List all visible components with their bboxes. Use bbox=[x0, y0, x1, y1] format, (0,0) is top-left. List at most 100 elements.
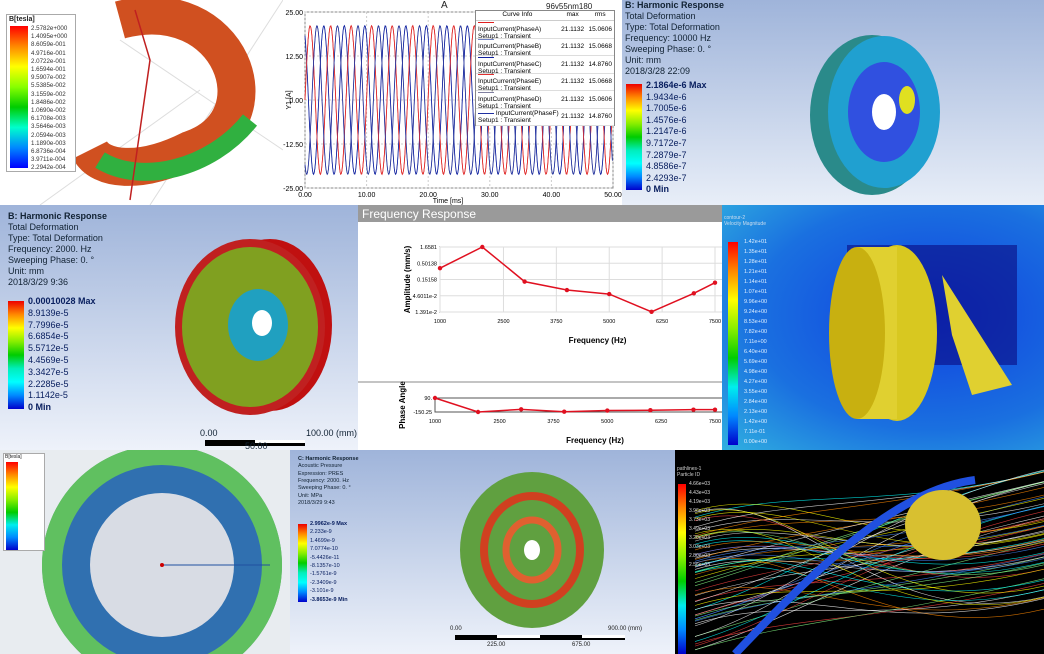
curve-rms: 15.0606 bbox=[586, 96, 614, 103]
legend-value: 1.2147e-6 bbox=[646, 126, 687, 136]
result-info-line: Total Deformation bbox=[8, 222, 79, 233]
x-tick-label: 10.00 bbox=[358, 192, 376, 199]
result-info-line: Type: Total Deformation bbox=[625, 22, 720, 33]
legend-value: 9.24e+00 bbox=[744, 309, 767, 315]
legend-value: 7.82e+00 bbox=[744, 329, 767, 335]
curve-swatch bbox=[478, 39, 494, 40]
x-tick-label: 1000 bbox=[434, 319, 446, 325]
data-point bbox=[480, 245, 484, 249]
legend-title: B[tesla] bbox=[9, 16, 35, 23]
x-axis-label: Frequency (Hz) bbox=[566, 436, 624, 445]
pathline bbox=[695, 470, 1044, 626]
legend-color-bar bbox=[298, 524, 307, 602]
x-tick-label: 6250 bbox=[656, 319, 668, 325]
pathline bbox=[695, 482, 1044, 586]
flux-legend: B[tesla] 2.5782e+000 1.4095e+000 8.6059e-0… bbox=[6, 14, 76, 172]
header-rms: rms bbox=[586, 11, 614, 20]
x-tick-label: 40.00 bbox=[543, 192, 561, 199]
scale-end: 100.00 (mm) bbox=[306, 428, 357, 438]
velocity-contour-panel: contour-2 Velocity Magnitude 1.42e+01 1.3… bbox=[722, 205, 1044, 450]
legend-value: 2.0722e-001 bbox=[31, 58, 66, 65]
curve-name: InputCurrent(PhaseC) bbox=[478, 61, 542, 68]
pathline bbox=[695, 519, 1044, 650]
data-point bbox=[649, 310, 653, 314]
y-tick-label: -12.50 bbox=[283, 142, 303, 149]
result-info-line: 2018/3/29 9:43 bbox=[298, 500, 335, 507]
curve-max: 21.1132 bbox=[559, 113, 587, 120]
x-tick-label: 7500 bbox=[709, 419, 721, 425]
curve-row[interactable]: InputCurrent(PhaseD) Setup1 : Transient 21… bbox=[476, 91, 614, 109]
legend-value: 2.80e+03 bbox=[689, 553, 710, 559]
legend-value: 2.0594e-003 bbox=[31, 132, 66, 139]
legend-value: 2.5782e+000 bbox=[31, 25, 67, 32]
legend-color-bar bbox=[678, 484, 686, 654]
curve-name: InputCurrent(PhaseF) bbox=[496, 110, 559, 117]
result-info-line: Expression: PRES bbox=[298, 471, 343, 478]
data-point bbox=[522, 279, 526, 283]
pathline bbox=[695, 599, 1044, 613]
legend-value: 3.03e+03 bbox=[689, 544, 710, 550]
y-axis-label: Amplitude (mm/s) bbox=[403, 245, 412, 313]
data-point bbox=[433, 396, 437, 400]
result-info-line: Acoustic Pressure bbox=[298, 463, 342, 470]
pathlines-image bbox=[675, 450, 1044, 654]
result-info-line: Type: Total Deformation bbox=[8, 233, 103, 244]
legend-value: 1.42e+01 bbox=[744, 239, 767, 245]
frequency-response-header: Frequency Response bbox=[358, 205, 722, 222]
result-info-line: Unit: mm bbox=[8, 266, 44, 277]
curve-swatch bbox=[478, 74, 494, 75]
x-axis-label: Frequency (Hz) bbox=[569, 336, 627, 345]
legend-color-bar bbox=[10, 26, 28, 168]
data-point bbox=[565, 288, 569, 292]
data-point bbox=[692, 291, 696, 295]
legend-value: 3.5646e-003 bbox=[31, 123, 66, 130]
data-point bbox=[713, 407, 717, 411]
data-point bbox=[607, 292, 611, 296]
legend-value: 8.53e+00 bbox=[744, 319, 767, 325]
legend-value: 1.9434e-6 bbox=[646, 92, 687, 102]
curve-name: InputCurrent(PhaseB) bbox=[478, 43, 541, 50]
current-chart-panel: 25.00 12.50 0.00 -12.50 -25.00 0.00 10.00 20.00… bbox=[283, 0, 622, 205]
legend-value: 2.13e+00 bbox=[744, 409, 767, 415]
result-info-line: Sweeping Phase: 0. ° bbox=[625, 44, 711, 55]
result-info-line: Sweeping Phase: 0. ° bbox=[8, 255, 94, 266]
legend-value: 5.5385e-002 bbox=[31, 82, 66, 89]
x-tick-label: 30.00 bbox=[481, 192, 499, 199]
legend-value: -3.8653e-9 Min bbox=[310, 597, 348, 603]
contour-variable: Velocity Magnitude bbox=[724, 221, 766, 227]
data-point bbox=[562, 409, 566, 413]
legend-value: 6.1708e-003 bbox=[31, 115, 66, 122]
result-info-line: Total Deformation bbox=[625, 11, 696, 22]
y-axis-label: Y1 [A] bbox=[286, 90, 293, 109]
scale-end: 900.00 (mm) bbox=[608, 626, 642, 632]
legend-value: 8.9139e-5 bbox=[28, 308, 69, 318]
legend-title: B[tesla] bbox=[5, 454, 22, 460]
y-tick-label: 0.50138 bbox=[417, 261, 437, 267]
x-tick-label: 0.00 bbox=[298, 192, 312, 199]
legend-value: 7.0774e-10 bbox=[310, 546, 338, 552]
result-info-line: 2018/3/29 9:36 bbox=[8, 277, 68, 288]
data-point bbox=[691, 407, 695, 411]
x-tick-label: 7500 bbox=[709, 319, 721, 325]
curve-setup: Setup1 : Transient bbox=[478, 117, 531, 124]
legend-value: 2.9962e-9 Max bbox=[310, 521, 347, 527]
legend-value: 1.6594e-001 bbox=[31, 66, 66, 73]
legend-value: 2.84e+00 bbox=[744, 399, 767, 405]
y-tick-label: 1.6581 bbox=[420, 245, 437, 251]
curve-max: 21.1132 bbox=[559, 43, 587, 50]
y-tick-label: -150.25 bbox=[413, 410, 432, 416]
legend-value: 3.26e+03 bbox=[689, 535, 710, 541]
curve-max: 21.1132 bbox=[559, 26, 587, 33]
legend-value: 4.9716e-001 bbox=[31, 50, 66, 57]
legend-value: 7.11e+00 bbox=[744, 339, 767, 345]
legend-value: -2.3409e-9 bbox=[310, 580, 337, 586]
curve-row[interactable]: InputCurrent(PhaseF) Setup1 : Transient 21… bbox=[476, 109, 614, 127]
result-info-line: B: Harmonic Response bbox=[625, 0, 724, 11]
x-tick-label: 6250 bbox=[655, 419, 667, 425]
curve-rms: 15.0668 bbox=[586, 78, 614, 85]
legend-value: -5.4426e-11 bbox=[310, 555, 339, 561]
scale-mid: 50.00 bbox=[245, 441, 268, 450]
legend-value: 9.5907e-002 bbox=[31, 74, 66, 81]
legend-value: 4.19e+03 bbox=[689, 499, 710, 505]
curve-swatch bbox=[478, 22, 494, 23]
